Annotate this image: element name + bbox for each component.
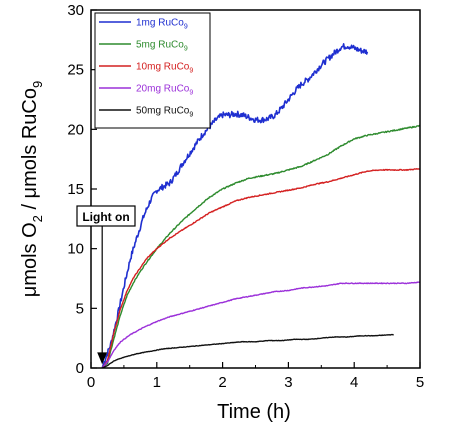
- legend-items: 1mg RuCo9 5mg RuCo9 10mg RuCo9 20mg RuCo9 50…: [99, 18, 193, 119]
- series-layer: [101, 43, 421, 369]
- x-tick-label: 2: [218, 374, 226, 391]
- y-tick-label: 30: [67, 2, 84, 19]
- x-tick-label: 4: [350, 374, 358, 391]
- legend-label: 10mg RuCo9: [136, 62, 193, 75]
- y-tick-label: 25: [67, 62, 84, 79]
- legend-label: 1mg RuCo9: [136, 18, 188, 31]
- legend-label: 50mg RuCo9: [136, 106, 193, 119]
- x-tick-label: 1: [153, 374, 161, 391]
- series-line: [101, 333, 394, 369]
- series-line: [101, 43, 369, 369]
- y-axis-title: μmols O2 / μmols RuCo9: [19, 81, 45, 297]
- light-on-annotation: Light on: [76, 205, 136, 365]
- y-tick-label: 5: [76, 300, 84, 317]
- series-line: [101, 281, 421, 369]
- y-tick-label: 0: [76, 360, 84, 377]
- legend-label: 5mg RuCo9: [136, 40, 188, 53]
- y-tick-label: 10: [67, 241, 84, 258]
- legend-box: [94, 12, 211, 129]
- x-axis-title: Time (h): [217, 401, 291, 423]
- x-tick-label: 0: [87, 374, 95, 391]
- legend-label: 20mg RuCo9: [136, 84, 193, 97]
- annotation-arrowhead: [97, 352, 108, 365]
- ticks-layer: 0 1 2 3 4 5 0 5 10 15 20 25 30: [67, 2, 424, 391]
- annotation-box: [76, 205, 136, 227]
- series-line: [101, 168, 421, 369]
- x-tick-label: 3: [284, 374, 292, 391]
- y-tick-label: 20: [67, 121, 84, 138]
- annotation-label: Light on: [82, 210, 129, 224]
- legend: 1mg RuCo9 5mg RuCo9 10mg RuCo9 20mg RuCo9 50…: [94, 12, 211, 129]
- x-tick-label: 5: [416, 374, 424, 391]
- series-line: [101, 124, 421, 369]
- y-tick-label: 15: [67, 181, 84, 198]
